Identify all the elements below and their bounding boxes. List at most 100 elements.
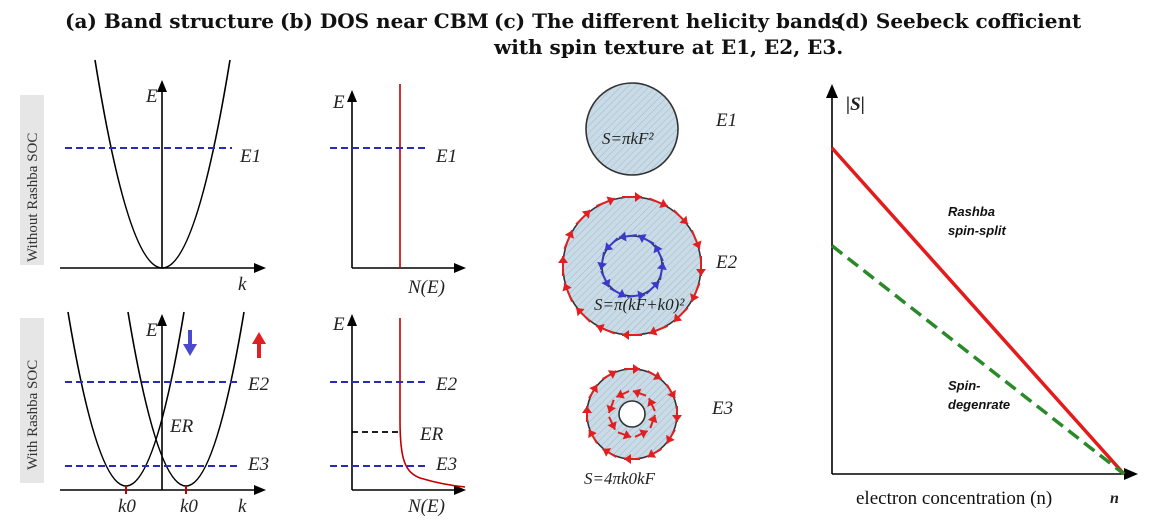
row-label-top: Without Rashba SOC xyxy=(25,133,41,262)
arrowhead xyxy=(1124,468,1138,480)
label-e2-c: E2 xyxy=(715,252,738,273)
label-e-b-bottom: E xyxy=(332,314,345,335)
e3-outer-spin-arrowhead xyxy=(647,449,657,458)
e3-outer-spin-arrowhead xyxy=(666,434,675,444)
e2-outer-spin-arrowhead xyxy=(673,313,683,322)
label-er-a: ER xyxy=(169,416,194,437)
spin-up-arrowhead xyxy=(252,332,266,344)
e3-inner-spin-arrowhead xyxy=(622,429,632,440)
e2-inner-spin-arrowhead xyxy=(618,231,627,242)
parabola-band xyxy=(94,59,231,269)
e3-outer-spin-arrowhead xyxy=(582,406,592,413)
area-formula-e1: S=πkF² xyxy=(602,129,654,148)
e3-outer-spin-arrowhead xyxy=(589,384,598,394)
legend-degenerate-line2: degenrate xyxy=(948,397,1010,412)
e3-outer-spin-arrowhead xyxy=(672,415,682,422)
dos-rashba-curve xyxy=(399,318,466,488)
arrowhead xyxy=(454,485,466,495)
title-d: (d) Seebeck cofficient xyxy=(836,9,1082,33)
label-e1-b: E1 xyxy=(435,146,457,167)
e2-outer-spin-arrowhead xyxy=(692,240,702,249)
area-formula-e3: S=4πk0kF xyxy=(584,469,656,488)
label-k0-right: k0 xyxy=(180,496,198,517)
arrowhead xyxy=(347,314,357,326)
e3-inner-spin-arrowhead xyxy=(639,429,648,439)
label-e3-a: E3 xyxy=(247,454,269,475)
spin-texture-e2-inner xyxy=(597,231,667,301)
arrowhead xyxy=(254,263,266,273)
panel-c: S=πkF² E1 S=π(kF+k0)² E2 S=4πk0kF E3 xyxy=(558,82,738,488)
parabola-left-band xyxy=(67,311,185,487)
label-ne-b-bottom: N(E) xyxy=(407,496,445,517)
legend-rashba-line2: spin-split xyxy=(948,223,1006,238)
spin-down-arrow-icon xyxy=(188,330,192,344)
fermi-hole-e3 xyxy=(618,400,646,428)
arrowhead xyxy=(347,90,357,102)
e3-inner-spin-arrowhead xyxy=(616,389,625,399)
label-e2-b: E2 xyxy=(435,374,458,395)
row-label-top-bg xyxy=(20,95,44,265)
e3-outer-spin-arrowhead xyxy=(624,454,631,464)
e2-outer-spin-arrowhead xyxy=(649,326,658,336)
legend-degenerate-line1: Spin- xyxy=(948,378,981,393)
e3-outer-spin-arrowhead xyxy=(607,370,617,379)
label-e3-b: E3 xyxy=(435,454,457,475)
spin-texture-e2-outer xyxy=(558,192,706,340)
e2-outer-spin-arrowhead xyxy=(562,283,572,292)
e3-outer-spin-arrowhead xyxy=(588,429,597,439)
title-a: (a) Band structure xyxy=(65,9,274,33)
e3-inner-spin-arrowhead xyxy=(647,414,658,424)
e2-inner-spin-arrowhead xyxy=(637,290,646,301)
label-e-a-bottom: E xyxy=(145,320,158,341)
e2-outer-spin-arrowhead xyxy=(696,269,706,276)
legend-rashba-line1: Rashba xyxy=(948,204,995,219)
e2-outer-spin-arrowhead xyxy=(622,330,629,340)
label-ne-b-top: N(E) xyxy=(407,277,445,298)
arrowhead xyxy=(157,314,167,326)
seebeck-xlabel: n xyxy=(1110,490,1119,507)
e2-inner-spin-arrowhead xyxy=(653,244,663,254)
seebeck-xcaption: electron concentration (n) xyxy=(856,488,1052,509)
panel-b-top: E N(E) E1 xyxy=(330,84,466,298)
e2-outer-spin-arrowhead xyxy=(581,210,591,219)
row-label-bottom-bg xyxy=(20,318,44,483)
fermi-disk-e1 xyxy=(585,82,679,176)
e2-outer-spin-arrowhead xyxy=(558,256,568,263)
line-rashba-spin-split xyxy=(830,146,1126,476)
line-spin-degenerate xyxy=(830,244,1126,476)
label-e1-a: E1 xyxy=(239,146,261,167)
e2-outer-spin-arrowhead xyxy=(576,307,585,317)
panel-a-bottom: E k E2 E3 ER k0 k0 xyxy=(60,311,270,517)
arrowhead xyxy=(254,485,266,495)
e2-inner-spin-arrowhead xyxy=(638,234,647,243)
panel-b-bottom: E N(E) E2 ER E3 xyxy=(330,314,466,517)
e2-inner-spin-arrowhead xyxy=(597,261,608,270)
e3-inner-spin-arrowhead xyxy=(632,388,642,399)
e3-outer-spin-arrowhead xyxy=(602,448,612,457)
arrowhead xyxy=(826,84,838,98)
e2-outer-spin-arrowhead xyxy=(635,192,642,202)
spin-down-arrowhead xyxy=(183,344,197,356)
e3-inner-spin-arrowhead xyxy=(607,421,617,430)
area-formula-e2: S=π(kF+k0)² xyxy=(594,295,685,314)
label-k-a-top: k xyxy=(238,274,247,295)
e2-outer-spin-arrowhead xyxy=(606,196,615,206)
arrowhead xyxy=(157,80,167,92)
title-c-line2: with spin texture at E1, E2, E3. xyxy=(493,35,843,59)
label-er-b: ER xyxy=(419,424,444,445)
title-b: (b) DOS near CBM xyxy=(280,9,489,33)
spin-up-arrow-icon xyxy=(257,344,261,358)
e2-inner-spin-arrowhead xyxy=(601,278,611,288)
e2-outer-spin-arrowhead xyxy=(596,323,605,334)
arrowhead xyxy=(454,263,466,273)
e2-inner-spin-arrowhead xyxy=(604,242,614,251)
e3-inner-spin-arrowhead xyxy=(606,404,617,414)
spin-texture-e3 xyxy=(582,364,682,464)
label-k-a-bottom: k xyxy=(238,496,247,517)
parabola-right-band xyxy=(127,311,245,487)
e2-outer-spin-arrowhead xyxy=(659,198,668,209)
e2-inner-spin-arrowhead xyxy=(617,289,626,298)
label-e-a-top: E xyxy=(145,86,158,107)
label-e1-c: E1 xyxy=(715,110,737,131)
